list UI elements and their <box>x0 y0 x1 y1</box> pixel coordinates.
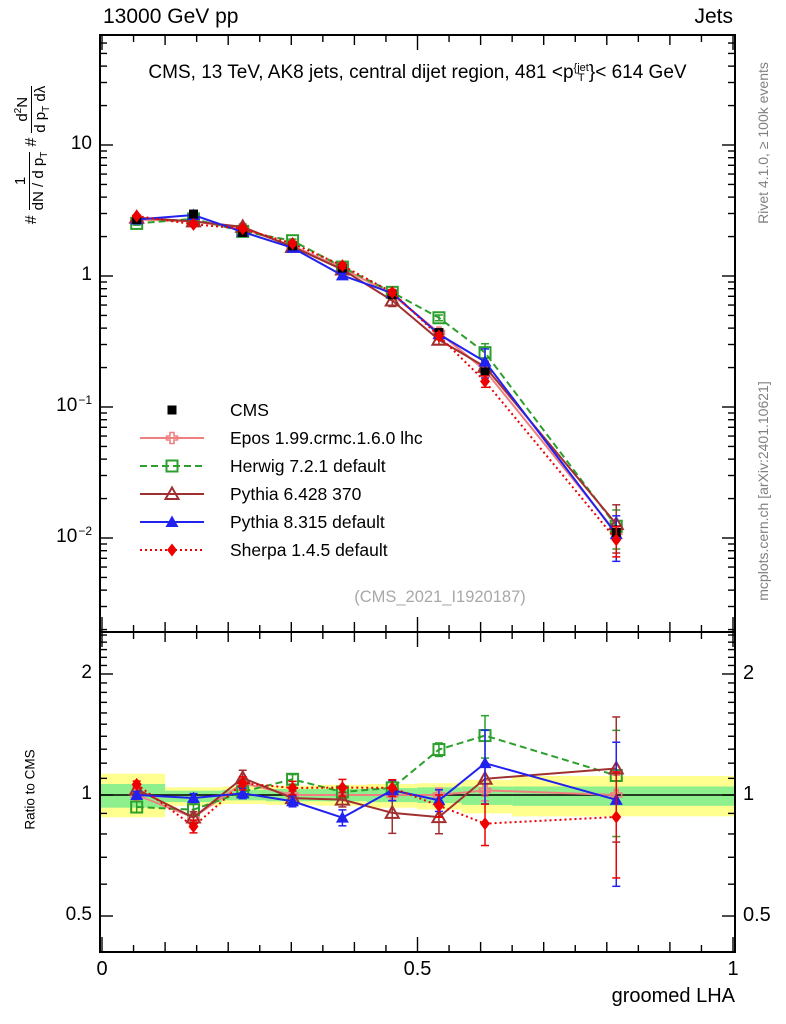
legend-item-herwig-7-2-1-default: Herwig 7.2.1 default <box>138 452 423 480</box>
ratio-y-tick-label-right: 0.5 <box>743 904 771 926</box>
analysis-watermark: (CMS_2021_I1920187) <box>354 588 526 606</box>
main-y-tick-label: 1 <box>81 264 92 285</box>
legend-label-cms: CMS <box>230 399 269 420</box>
legend-label-epos-1-99-crmc-1-6-0-lhc: Epos 1.99.crmc.1.6.0 lhc <box>230 427 423 448</box>
plot-title: CMS, 13 TeV, AK8 jets, central dijet reg… <box>96 62 739 84</box>
legend-label-sherpa-1-4-5-default: Sherpa 1.4.5 default <box>230 539 388 560</box>
legend-label-pythia-6-428-370: Pythia 6.428 370 <box>230 483 362 504</box>
jets-label: Jets <box>694 5 733 28</box>
y-title-hash1: # <box>23 215 40 225</box>
x-tick-label: 0.5 <box>403 958 432 980</box>
legend-item-cms: CMS <box>138 396 423 424</box>
plot-title-sup: {jet <box>573 61 589 74</box>
legend-item-pythia-8-315-default: Pythia 8.315 default <box>138 508 423 536</box>
y-title-frac2: d2N d pT dλ <box>9 85 55 133</box>
legend-label-pythia-8-315-default: Pythia 8.315 default <box>230 511 385 532</box>
ratio-y-tick-label: 2 <box>81 661 92 683</box>
legend-marker-sherpa-1-4-5-default <box>140 543 204 557</box>
rivet-version-note: Rivet 4.1.0, ≥ 100k events <box>755 62 771 224</box>
legend-marker-epos-1-99-crmc-1-6-0-lhc <box>140 431 204 445</box>
legend-marker-herwig-7-2-1-default <box>140 459 204 473</box>
axis-ticks <box>100 35 735 952</box>
main-y-tick-label: 10−1 <box>56 393 92 416</box>
x-axis-title: groomed LHA <box>611 985 735 1007</box>
legend: CMS Epos 1.99.crmc.1.6.0 lhc Herwig 7.2.1 … <box>138 396 423 564</box>
ratio-y-tick-label-right: 1 <box>743 783 755 805</box>
plot-title-sub: T <box>577 71 585 84</box>
ratio-y-tick-label: 1 <box>81 783 92 804</box>
legend-marker-pythia-6-428-370 <box>140 485 204 500</box>
legend-marker-pythia-8-315-default <box>140 515 204 527</box>
main-y-axis-title: # 1 dN / d pT # d2N d pT dλ <box>8 24 56 286</box>
x-tick-label: 1 <box>727 958 739 980</box>
plot-title-post: }< 614 GeV <box>588 62 687 83</box>
legend-marker-cms <box>167 405 177 415</box>
legend-item-pythia-6-428-370: Pythia 6.428 370 <box>138 480 423 508</box>
series-sherpa-1-4-5-default-main <box>131 209 622 558</box>
beam-energy-label: 13000 GeV pp <box>103 5 239 28</box>
x-tick-label: 0 <box>96 958 108 980</box>
mcplots-note: mcplots.cern.ch [arXiv:2401.10621] <box>755 381 771 601</box>
ratio-y-tick-label: 0.5 <box>65 904 92 925</box>
main-y-tick-label: 10 <box>70 133 92 154</box>
y-title-frac1: 1 dN / d pT <box>11 151 50 211</box>
plot-title-text: CMS, 13 TeV, AK8 jets, central dijet reg… <box>148 62 574 83</box>
legend-item-epos-1-99-crmc-1-6-0-lhc: Epos 1.99.crmc.1.6.0 lhc <box>138 424 423 452</box>
main-y-tick-label: 10−2 <box>56 524 92 547</box>
legend-label-herwig-7-2-1-default: Herwig 7.2.1 default <box>230 455 386 476</box>
series-sherpa-1-4-5-default-ratio <box>131 771 622 879</box>
legend-item-sherpa-1-4-5-default: Sherpa 1.4.5 default <box>138 536 423 564</box>
ratio-y-tick-label-right: 2 <box>743 661 755 684</box>
plot-title-supsub: {jet T <box>573 61 589 84</box>
